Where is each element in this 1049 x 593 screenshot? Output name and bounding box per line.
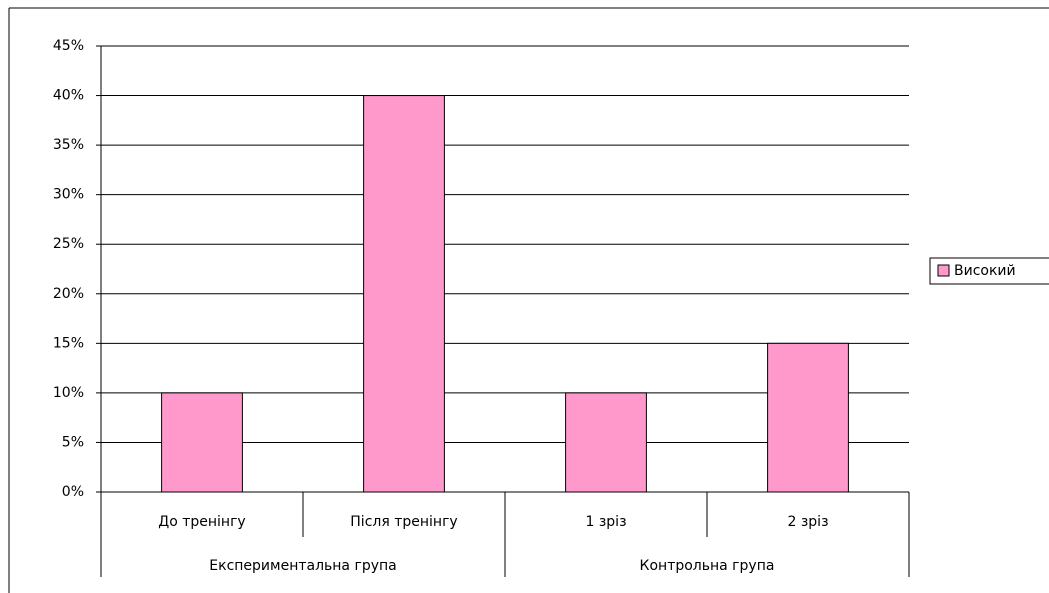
y-tick-label: 45% — [53, 38, 84, 54]
group-label: Експериментальна група — [209, 558, 396, 574]
legend-label: Високий — [954, 263, 1016, 279]
y-tick-label: 0% — [62, 484, 84, 500]
group-label: Контрольна група — [640, 558, 775, 574]
x-tick-label: 2 зріз — [787, 514, 828, 530]
bar — [363, 95, 445, 493]
bar — [767, 342, 849, 493]
bar — [161, 392, 243, 493]
x-tick-label: 1 зріз — [585, 514, 626, 530]
y-tick-label: 40% — [53, 88, 84, 104]
y-tick-label: 15% — [53, 335, 84, 351]
y-tick-label: 5% — [62, 434, 84, 450]
x-tick-label: Після тренінгу — [350, 514, 457, 530]
y-tick-label: 35% — [53, 137, 84, 153]
bar — [565, 392, 647, 493]
y-tick-label: 30% — [53, 187, 84, 203]
y-tick-label: 10% — [53, 385, 84, 401]
y-tick-label: 25% — [53, 236, 84, 252]
x-tick-label: До тренінгу — [158, 514, 245, 530]
y-tick-label: 20% — [53, 286, 84, 302]
legend-box — [929, 257, 1049, 285]
legend-swatch — [937, 264, 950, 277]
